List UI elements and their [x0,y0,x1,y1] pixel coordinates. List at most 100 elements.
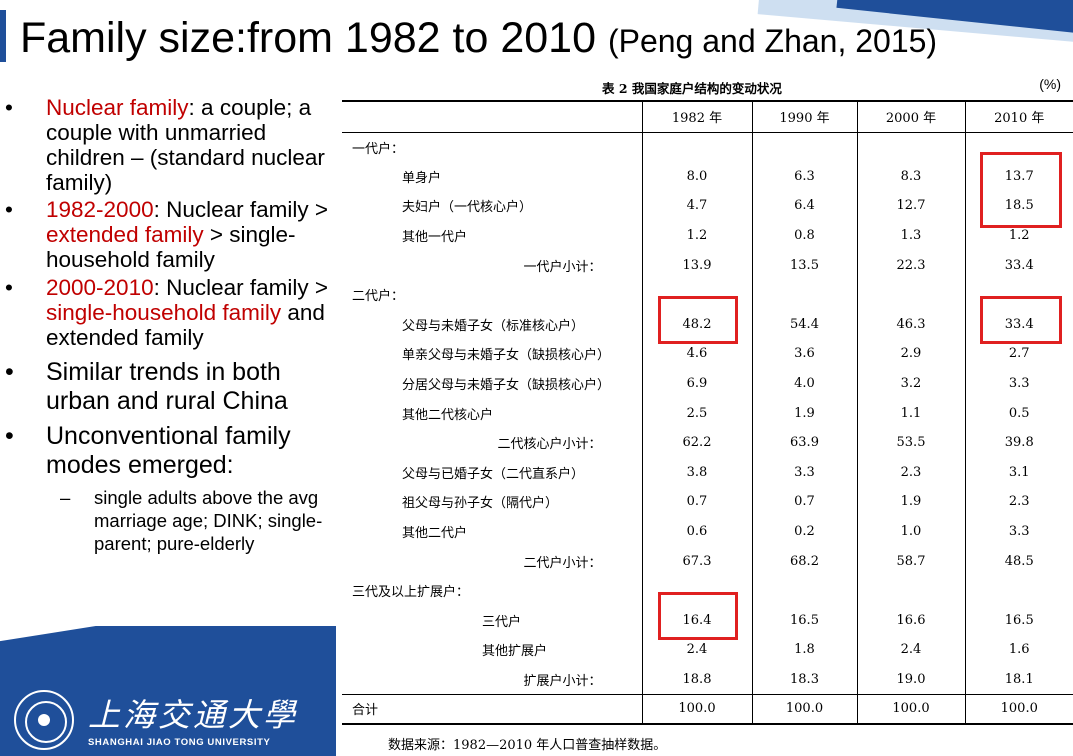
header-cell [342,100,642,133]
value-cell [751,279,857,310]
value-cell: 48.2 [641,309,752,340]
value-cell: 53.5 [856,427,965,458]
value-cell: 16.5 [964,605,1073,636]
value-cell: 1.8 [751,635,857,665]
bullet-term: 2000-2010 [46,275,154,300]
row-label: 其他扩展户 [482,644,548,660]
value-cell: 62.2 [641,427,752,458]
table-row: 其他扩展户 2.4 1.8 2.4 1.6 [342,635,1073,665]
value-cell: 46.3 [856,309,965,340]
bullet-text: 1982-2000: Nuclear family > extended fam… [46,197,328,272]
value-cell [856,575,965,606]
bullet-marker: • [5,197,13,222]
value-cell: 2.3 [964,487,1073,517]
value-cell [641,279,752,310]
bullet-body: > single-household family [46,222,296,272]
table-source-note: 数据来源：1982—2010 年人口普查抽样数据。 [388,738,667,753]
bullet-term: extended family [46,222,204,247]
table-row: 三代户 16.4 16.5 16.6 16.5 [342,605,1073,636]
table-row: 其他二代核心户 2.5 1.9 1.1 0.5 [342,398,1073,428]
value-cell: 48.5 [964,546,1073,576]
row-label: 分居父母与未婚子女（缺损核心户） [402,378,611,394]
table-row: 一代户： [342,132,1073,162]
value-cell: 4.0 [751,368,857,399]
value-cell: 3.1 [964,457,1073,488]
value-cell: 33.4 [964,250,1073,280]
value-cell: 1.0 [856,516,965,547]
value-cell [641,575,752,606]
value-cell: 3.2 [856,368,965,399]
value-cell: 1.6 [964,635,1073,665]
value-cell: 3.6 [751,339,857,369]
table-row: 二代核心户小计： 62.2 63.9 53.5 39.8 [342,427,1073,458]
row-label: 父母与未婚子女（标准核心户） [402,318,585,334]
value-cell: 33.4 [964,309,1073,340]
value-cell: 6.9 [641,368,752,399]
sub-bullet-marker: – [60,487,71,508]
table-row: 一代户小计： 13.9 13.5 22.3 33.4 [342,250,1073,280]
value-cell [856,279,965,310]
value-cell: 6.3 [751,161,857,192]
row-label: 二代核心户小计： [497,437,602,453]
value-cell: 2.4 [856,635,965,665]
value-cell [751,132,857,162]
value-cell [964,279,1073,310]
family-structure-table: 1982 年 1990 年 2000 年 2010 年 一代户： 单身户 8.0 6.… [342,100,1073,725]
value-cell: 67.3 [641,546,752,576]
table-row: 扩展户小计： 18.8 18.3 19.0 18.1 [342,664,1073,695]
table-row: 二代户： [342,279,1073,310]
value-cell: 63.9 [751,427,857,458]
row-label: 父母与已婚子女（二代直系户） [402,466,585,482]
value-cell: 0.2 [751,516,857,547]
table-row: 二代户小计： 67.3 68.2 58.7 48.5 [342,546,1073,576]
value-cell: 1.3 [856,220,965,251]
value-cell: 8.3 [856,161,965,192]
table-unit: (%) [1039,76,1061,92]
header-cell: 1990 年 [751,100,857,133]
value-cell: 58.7 [856,546,965,576]
value-cell: 2.7 [964,339,1073,369]
table-body: 一代户： 单身户 8.0 6.3 8.3 13.7 夫妇户（一代核心户） 4.7 6.4 12.7… [342,132,1073,725]
row-label: 扩展户小计： [523,673,602,689]
university-seal-icon [14,690,74,750]
bullet-item: • 2000-2010: Nuclear family > single-hou… [0,275,335,350]
value-cell: 0.5 [964,398,1073,428]
bullet-body: : Nuclear family > [153,275,329,300]
slide-title: Family size:from 1982 to 2010 (Peng and … [20,12,937,67]
row-label: 合计 [342,693,642,725]
row-label: 三代及以上扩展户： [352,585,470,601]
value-cell: 54.4 [751,309,857,340]
bullet-marker: • [5,358,14,386]
bullet-item: • Unconventional family modes emerged: [0,422,335,480]
row-label: 其他一代户 [402,230,468,246]
value-cell [751,575,857,606]
value-cell: 1.9 [751,398,857,428]
value-cell: 18.5 [964,191,1073,221]
table-caption-row: 表 2 我国家庭户结构的变动状况 (%) [342,72,1073,100]
value-cell: 22.3 [856,250,965,280]
row-label: 一代户小计： [523,259,602,275]
value-cell: 16.4 [641,605,752,636]
value-cell: 1.1 [856,398,965,428]
value-cell: 0.7 [751,487,857,517]
title-main: Family size:from 1982 to 2010 [20,14,596,62]
sub-bullet-item: – single adults above the avg marriage a… [0,486,335,555]
value-cell: 1.2 [964,220,1073,251]
value-cell: 13.5 [751,250,857,280]
bullet-item: • Nuclear family: a couple; a couple wit… [0,95,335,195]
value-cell: 3.3 [964,516,1073,547]
value-cell: 2.4 [641,635,752,665]
bullet-term: 1982-2000 [46,197,154,222]
row-label: 夫妇户（一代核心户） [402,200,533,216]
bullet-list: • Nuclear family: a couple; a couple wit… [0,95,335,555]
value-cell [964,132,1073,162]
value-cell: 3.3 [751,457,857,488]
value-cell: 12.7 [856,191,965,221]
logo-english-name: SHANGHAI JIAO TONG UNIVERSITY [88,737,271,748]
sub-bullet-text: single adults above the avg marriage age… [94,487,323,554]
table-row: 夫妇户（一代核心户） 4.7 6.4 12.7 18.5 [342,191,1073,221]
value-cell: 4.7 [641,191,752,221]
table-row: 祖父母与孙子女（隔代户） 0.7 0.7 1.9 2.3 [342,487,1073,517]
table-row: 单身户 8.0 6.3 8.3 13.7 [342,161,1073,192]
title-citation: (Peng and Zhan, 2015) [607,23,938,59]
